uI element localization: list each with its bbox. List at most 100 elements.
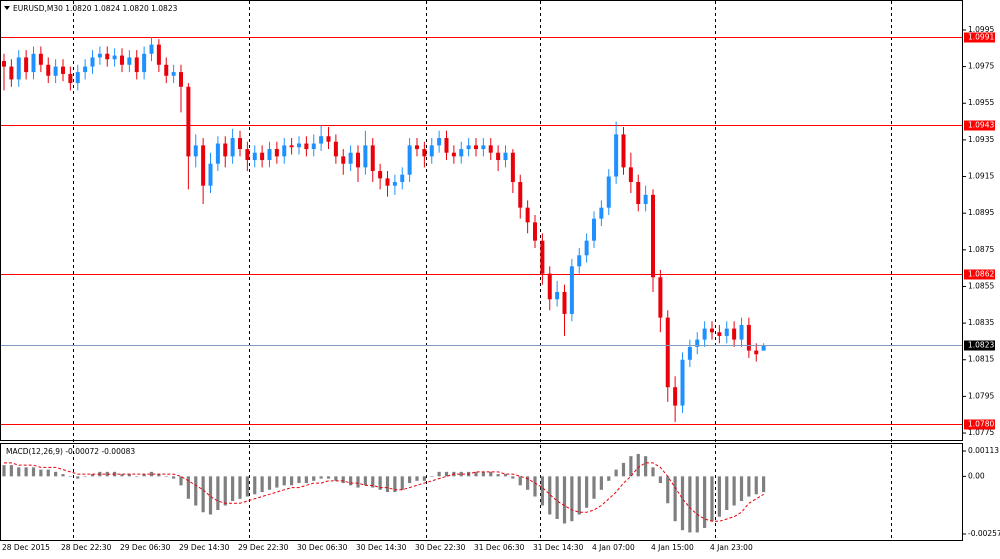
candle-body	[348, 152, 353, 164]
candle-body	[356, 152, 360, 168]
macd-bar	[754, 476, 758, 495]
candle-body	[75, 72, 80, 84]
candle-body	[555, 291, 560, 300]
macd-bar	[607, 476, 611, 481]
x-tick-label: 30 Dec 06:30	[297, 543, 348, 552]
candle-body	[245, 149, 250, 161]
macd-bar	[540, 476, 544, 506]
macd-bar	[570, 476, 574, 522]
macd-bar	[548, 476, 552, 515]
macd-bar	[334, 476, 338, 481]
macd-bar	[149, 471, 154, 477]
macd-bar	[9, 465, 13, 477]
candle-body	[326, 136, 331, 142]
candle-body	[38, 53, 43, 65]
macd-bar	[194, 476, 198, 506]
macd-bar	[17, 467, 21, 477]
candle-body	[61, 66, 65, 74]
candle-body	[186, 86, 191, 157]
macd-bar	[526, 476, 530, 490]
level-label: 1.0780	[968, 420, 994, 429]
macd-bar	[24, 467, 28, 477]
macd-bar	[688, 476, 692, 533]
macd-bar	[46, 469, 50, 477]
candle-body	[577, 255, 582, 267]
x-tick-label: 31 Dec 06:30	[474, 543, 525, 552]
y-tick-label: 1.0995	[968, 25, 994, 34]
macd-bar	[481, 471, 485, 477]
macd-bar	[275, 476, 279, 488]
macd-bar	[725, 476, 729, 510]
candle-body	[46, 64, 51, 76]
candle-body	[90, 57, 95, 67]
macd-bar	[393, 476, 397, 493]
candle-body	[451, 152, 456, 157]
macd-bar	[562, 476, 567, 524]
macd-bar	[356, 476, 360, 488]
macd-bar	[474, 471, 478, 477]
macd-bar	[703, 476, 707, 528]
candle-body	[592, 218, 596, 241]
candle-body	[584, 240, 589, 256]
macd-bar	[710, 476, 714, 522]
macd-bar	[290, 476, 294, 486]
candle-body	[112, 55, 117, 60]
x-tick-label: 29 Dec 06:30	[120, 543, 171, 552]
candle-body	[156, 44, 161, 65]
candle-body	[474, 145, 478, 150]
candle-body	[223, 143, 228, 157]
y-tick-label: 1.0855	[968, 281, 994, 290]
candle-body	[378, 171, 383, 179]
x-tick-label: 28 Dec 22:30	[61, 543, 112, 552]
level-label-bg	[964, 269, 995, 280]
y-tick-label: 1.0975	[968, 62, 994, 71]
y-tick-label: 1.0775	[968, 428, 994, 437]
macd-bar	[83, 476, 87, 477]
macd-bar	[459, 471, 463, 477]
candle-body	[208, 163, 213, 186]
macd-bar	[503, 474, 508, 477]
main-pane	[0, 0, 963, 441]
macd-bar	[577, 476, 581, 515]
candle-body	[680, 359, 685, 406]
candle-body	[459, 149, 464, 157]
candle-body	[9, 66, 14, 80]
y-tick-label: 1.0815	[968, 355, 994, 364]
candle-body	[636, 182, 641, 205]
candle-body	[717, 332, 722, 336]
candle-body	[569, 266, 574, 314]
macd-bar	[629, 456, 633, 477]
macd-bar	[312, 476, 316, 481]
candle-body	[754, 350, 759, 355]
macd-bar	[636, 453, 640, 477]
candle-body	[179, 72, 183, 87]
macd-bar	[90, 474, 95, 477]
level-label-bg	[964, 419, 995, 430]
candle-body	[370, 145, 375, 172]
candle-body	[525, 207, 530, 223]
macd-bar	[651, 467, 655, 477]
candle-body	[724, 328, 729, 336]
candle-body	[267, 149, 272, 161]
candle-body	[761, 345, 766, 351]
y-tick-label: 1.0835	[968, 318, 994, 327]
y-tick-label: 1.0955	[968, 98, 994, 107]
macd-bar	[260, 476, 264, 493]
candle-body	[673, 387, 678, 406]
macd-bar	[201, 476, 205, 513]
candle-body	[260, 152, 265, 161]
x-tick-label: 30 Dec 14:30	[356, 543, 407, 552]
candle-body	[621, 134, 626, 168]
last-price-label-bg	[964, 340, 995, 351]
session-separators	[73, 1, 892, 540]
candle-body	[562, 291, 567, 314]
macd-bar	[533, 476, 537, 497]
candle-body	[24, 57, 29, 73]
candle-body	[651, 194, 655, 278]
macd-bar	[135, 476, 139, 477]
macd-bar	[127, 474, 131, 477]
macd-bar	[739, 476, 744, 502]
level-label: 1.0943	[968, 121, 994, 130]
macd-bar	[385, 476, 390, 493]
